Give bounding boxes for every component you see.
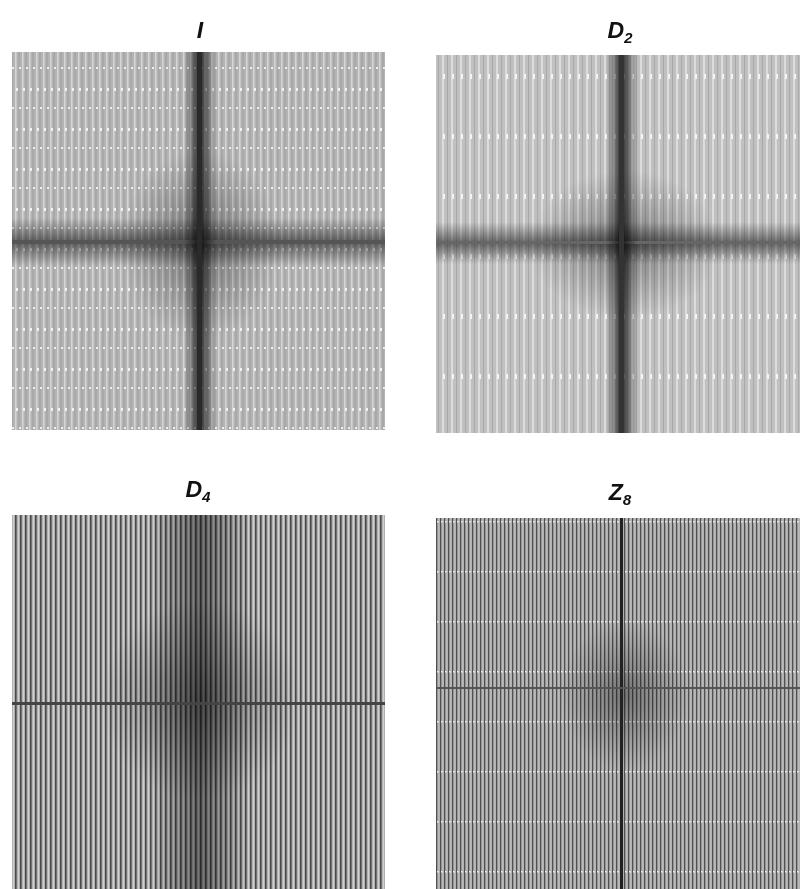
spectrum-image — [12, 515, 385, 889]
panel-title: D2 — [608, 17, 634, 47]
title-text: D — [186, 476, 203, 502]
title-text: D — [608, 17, 625, 43]
panel-title: I — [197, 17, 204, 43]
title-text: I — [197, 17, 204, 43]
title-subscript: 8 — [623, 492, 632, 509]
spectrum-image — [436, 518, 800, 889]
title-subscript: 4 — [201, 489, 211, 506]
spectrum-image — [436, 55, 800, 433]
spectrum-image — [12, 52, 385, 430]
title-subscript: 2 — [623, 30, 633, 47]
panel-title: D4 — [186, 476, 212, 506]
title-text: Z — [608, 479, 624, 505]
panel-title: Z8 — [608, 479, 632, 509]
